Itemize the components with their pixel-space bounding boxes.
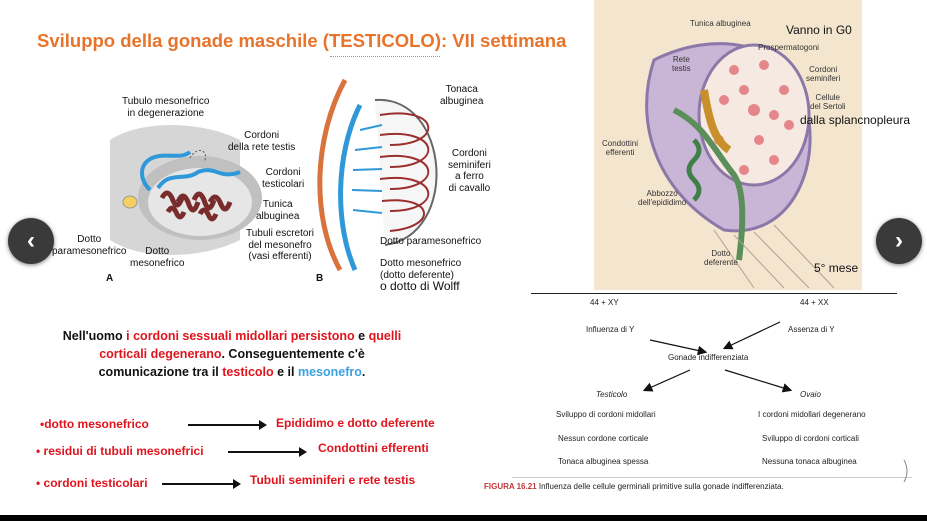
flowchart-arrows — [642, 321, 793, 393]
label-dotto-paramesonefrico-a: Dotto paramesonefrico — [52, 234, 127, 257]
flow-o3: Nessuna tonaca albuginea — [762, 457, 857, 466]
annotation-vanno-in-g0: Vanno in G0 — [786, 23, 852, 37]
flowchart-top-rule — [531, 293, 897, 294]
annotation-quinto-mese: 5° mese — [814, 261, 859, 275]
flow-t1: Sviluppo di cordoni midollari — [556, 410, 656, 419]
label-prospermatogoni: Prospermatogoni — [758, 43, 819, 52]
flow-xy: 44 + XY — [590, 298, 619, 307]
label-tonaca-albuginea-b: Tonaca albuginea — [440, 84, 484, 107]
flow-gonade-indifferenziata: Gonade indifferenziata — [668, 353, 749, 362]
mapping-arrow-1 — [188, 420, 267, 430]
chevron-right-icon: › — [895, 227, 903, 254]
flow-testicolo: Testicolo — [596, 390, 628, 399]
label-tubuli-escretori: Tubuli escretori del mesonefro (vasi eff… — [246, 228, 314, 262]
flow-ovaio: Ovaio — [800, 390, 821, 399]
slide-title: Sviluppo della gonade maschile (TESTICOL… — [37, 30, 567, 51]
flow-t3: Tonaca albuginea spessa — [558, 457, 649, 466]
label-cellule-sertoli: Cellule del Sertoli — [810, 93, 846, 111]
label-dotto-mesonefrico-b: Dotto mesonefrico (dotto deferente) — [380, 258, 462, 281]
label-dotto-deferente-right: Dotto deferente — [704, 249, 738, 267]
label-tubulo-mesonefrico: Tubulo mesonefrico in degenerazione — [122, 96, 210, 119]
label-condottini-efferenti: Condottini efferenti — [602, 139, 639, 157]
flow-t2: Nessun cordone corticale — [558, 434, 649, 443]
flow-o1: I cordoni midollari degenerano — [758, 410, 866, 419]
caption-rule — [512, 477, 912, 478]
label-cordoni-testicolari: Cordoni testicolari — [262, 167, 305, 190]
label-dotto-mesonefrico-a: Dotto mesonefrico — [130, 246, 185, 269]
annotation-splancnopleura: dalla splancnopleura — [800, 113, 911, 127]
flow-assenza-y: Assenza di Y — [788, 325, 835, 334]
label-panel-a: A — [106, 273, 114, 284]
flow-o2: Sviluppo di cordoni corticali — [762, 434, 859, 443]
mapping-to-tubuli-seminiferi: Tubuli seminiferi e rete testis — [250, 473, 416, 487]
explanatory-paragraph: Nell'uomo i cordoni sessuali midollari p… — [62, 329, 402, 379]
next-slide-button[interactable]: › — [876, 218, 922, 264]
scroll-hint-bracket — [903, 459, 908, 483]
flow-influenza-y: Influenza di Y — [586, 325, 635, 334]
prev-slide-button[interactable]: ‹ — [8, 218, 54, 264]
label-cordoni-seminiferi: Cordoni seminiferi a ferro di cavallo — [448, 148, 491, 194]
chevron-left-icon: ‹ — [27, 227, 35, 254]
mapping-arrow-3 — [162, 479, 241, 489]
mapping-from-cordoni-testicolari: • cordoni testicolari — [36, 476, 148, 490]
diagram-b-drawing — [317, 78, 438, 272]
mapping-from-residui-tubuli: • residui di tubuli mesonefrici — [36, 444, 204, 458]
flow-xx: 44 + XX — [800, 298, 829, 307]
mapping-to-condottini: Condottini efferenti — [318, 441, 429, 455]
label-rete-testis: Rete testis — [672, 55, 691, 73]
title-underline-fragment — [330, 56, 440, 58]
label-panel-b: B — [316, 273, 324, 284]
testis-cross-section-drawing — [645, 42, 835, 289]
label-dotto-paramesonefrico-b: Dotto paramesonefrico — [380, 236, 482, 247]
label-tunica-albuginea-right: Tunica albuginea — [690, 19, 751, 28]
figure-caption: FIGURA 16.21 Influenza delle cellule ger… — [484, 482, 784, 491]
label-tunica-albuginea-a: Tunica albuginea — [256, 199, 300, 222]
mapping-from-dotto-mesonefrico: •dotto mesonefrico — [40, 417, 149, 431]
mapping-arrow-2 — [228, 447, 307, 457]
label-dotto-wolff: o dotto di Wolff — [380, 279, 460, 293]
label-cordoni-rete-testis: Cordoni della rete testis — [228, 130, 296, 153]
diagram-a-drawing — [110, 125, 262, 255]
mapping-to-epididimo: Epididimo e dotto deferente — [276, 416, 435, 430]
label-cordoni-seminiferi-right: Cordoni seminiferi — [806, 65, 841, 83]
label-abbozzo-epididimo: Abbozzo dell'epididimo — [638, 189, 687, 207]
